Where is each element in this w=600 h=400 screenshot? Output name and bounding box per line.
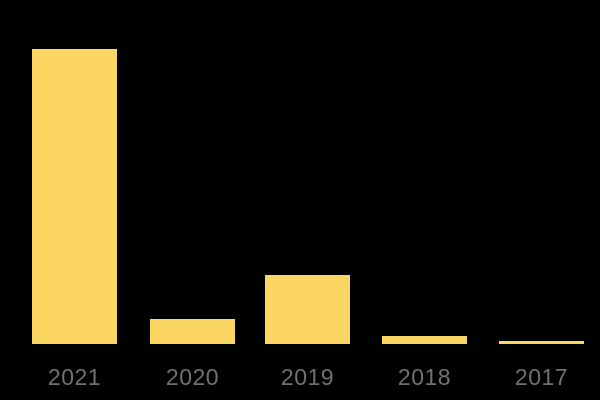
bar-2018 bbox=[382, 336, 467, 344]
x-axis-label-2021: 2021 bbox=[47, 364, 102, 390]
bar-2020 bbox=[150, 319, 235, 344]
bar-2017 bbox=[499, 341, 584, 344]
x-axis-label-2018: 2018 bbox=[397, 364, 452, 390]
x-axis-label-2019: 2019 bbox=[280, 364, 335, 390]
bar-2019 bbox=[265, 275, 350, 344]
bar-2021 bbox=[32, 49, 117, 344]
x-axis-label-2017: 2017 bbox=[514, 364, 569, 390]
x-axis-label-2020: 2020 bbox=[165, 364, 220, 390]
